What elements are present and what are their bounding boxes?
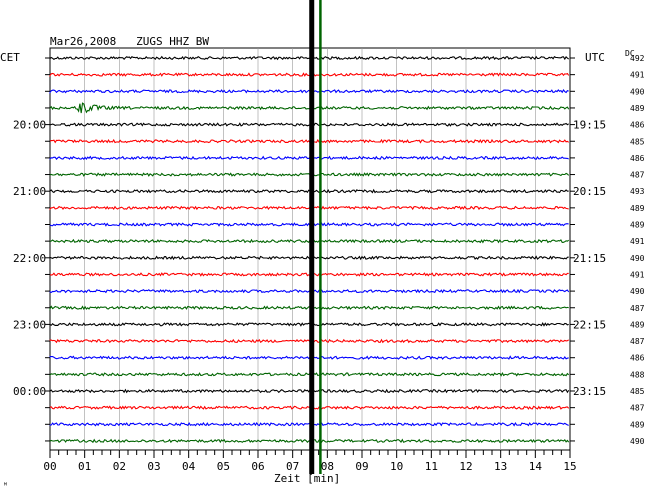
dc-value: 491 <box>630 71 645 80</box>
left-time-label: 00:00 <box>13 385 46 398</box>
dc-value: 488 <box>630 370 645 379</box>
trace-5 <box>49 122 570 127</box>
trace-21 <box>49 388 570 394</box>
x-tick-label: 05 <box>217 460 230 473</box>
dc-value: 489 <box>630 104 645 113</box>
trace-7 <box>49 155 569 161</box>
trace-23 <box>49 421 569 427</box>
dc-value: 489 <box>630 320 645 329</box>
x-tick-label: 07 <box>286 460 299 473</box>
x-tick-label: 09 <box>355 460 368 473</box>
left-time-label: 22:00 <box>13 252 46 265</box>
corner-mark: ᴹ <box>3 481 8 490</box>
trace-3 <box>49 89 569 95</box>
dc-value: 490 <box>630 437 645 446</box>
dc-value: 489 <box>630 204 645 213</box>
right-time-label: 23:15 <box>573 385 606 398</box>
trace-14 <box>49 272 569 277</box>
trace-24 <box>49 438 570 444</box>
trace-4 <box>49 102 570 114</box>
left-time-label: 20:00 <box>13 119 46 132</box>
x-tick-label: 08 <box>321 460 334 473</box>
trace-9 <box>49 188 569 194</box>
trace-10 <box>49 205 569 211</box>
labels: Mar26,2008 ZUGS HHZ BW CET UTC DC Zeit [… <box>0 35 645 490</box>
x-tick-label: 12 <box>459 460 472 473</box>
trace-17 <box>49 322 569 327</box>
left-time-label: 21:00 <box>13 185 46 198</box>
x-tick-label: 14 <box>529 460 543 473</box>
right-axis-title: UTC <box>585 51 605 64</box>
dc-value: 489 <box>630 221 645 230</box>
trace-12 <box>49 238 570 244</box>
trace-20 <box>49 371 570 377</box>
left-time-label: 23:00 <box>13 318 46 331</box>
trace-11 <box>49 222 569 227</box>
left-axis-title: CET <box>0 51 20 64</box>
x-tick-label: 06 <box>251 460 264 473</box>
x-tick-label: 01 <box>78 460 91 473</box>
trace-19 <box>49 355 569 360</box>
dc-value: 492 <box>630 54 645 63</box>
dc-value: 493 <box>630 187 645 196</box>
x-tick-label: 10 <box>390 460 403 473</box>
x-tick-label: 11 <box>425 460 438 473</box>
trace-15 <box>49 288 570 294</box>
dc-value: 487 <box>630 171 645 180</box>
x-tick-label: 03 <box>147 460 160 473</box>
dc-value: 490 <box>630 254 645 263</box>
dc-value: 486 <box>630 121 645 130</box>
trace-16 <box>49 305 569 311</box>
dc-value: 485 <box>630 387 645 396</box>
markers <box>309 0 322 474</box>
x-tick-label: 02 <box>113 460 126 473</box>
traces <box>49 55 570 444</box>
x-tick-label: 13 <box>494 460 507 473</box>
trace-8 <box>49 172 570 177</box>
dc-value: 487 <box>630 404 645 413</box>
dc-value: 491 <box>630 270 645 279</box>
x-tick-label: 00 <box>43 460 56 473</box>
trace-1 <box>49 55 570 61</box>
x-axis-label: Zeit [min] <box>274 472 340 485</box>
dc-value: 489 <box>630 420 645 429</box>
dc-value: 486 <box>630 354 645 363</box>
x-tick-label: 04 <box>182 460 196 473</box>
dc-value: 490 <box>630 87 645 96</box>
dc-value: 491 <box>630 237 645 246</box>
axes <box>45 57 575 458</box>
right-time-label: 21:15 <box>573 252 606 265</box>
dc-value: 490 <box>630 287 645 296</box>
trace-18 <box>49 338 569 344</box>
dc-value: 486 <box>630 154 645 163</box>
dc-value: 487 <box>630 304 645 313</box>
right-time-label: 22:15 <box>573 318 606 331</box>
right-time-label: 19:15 <box>573 119 606 132</box>
dc-header: DC <box>625 49 635 58</box>
dc-value: 487 <box>630 337 645 346</box>
dc-value: 485 <box>630 137 645 146</box>
trace-22 <box>49 405 570 410</box>
right-time-label: 20:15 <box>573 185 606 198</box>
trace-2 <box>49 72 570 77</box>
x-tick-label: 15 <box>563 460 576 473</box>
trace-13 <box>49 255 569 261</box>
chart-title: Mar26,2008 ZUGS HHZ BW <box>50 35 209 48</box>
